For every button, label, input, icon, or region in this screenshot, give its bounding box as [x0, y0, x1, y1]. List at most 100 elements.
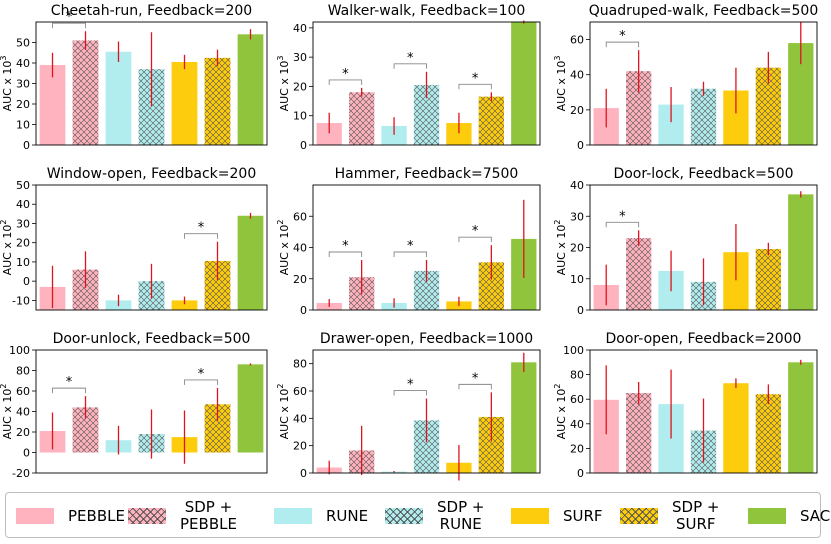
chart-title: Drawer-open, Feedback=1000: [320, 331, 533, 347]
significance-star: *: [472, 71, 479, 86]
bar: [237, 34, 264, 145]
figure-panels: Cheetah-run, Feedback=200 AUC x 103 0 10 20 3…: [0, 3, 818, 481]
legend-label: RUNE: [326, 506, 369, 525]
legend-swatch: [748, 508, 786, 524]
bar: [237, 215, 264, 310]
plot-frame: [35, 21, 268, 146]
significance-star: *: [407, 239, 414, 254]
legend-swatch: [16, 508, 54, 524]
legend-label: PEBBLE: [68, 506, 125, 525]
y-axis-label: AUC x 103: [276, 56, 291, 112]
y-tick-label: 100: [9, 344, 30, 357]
y-tick-label: 60: [293, 385, 307, 398]
legend-item: SURF: [511, 493, 603, 539]
chart-panel: Quadruped-walk, Feedback=500 AUC x 103 0 20…: [553, 3, 818, 152]
legend-item: SDP + RUNE: [385, 493, 484, 539]
y-tick-label: 0: [577, 304, 584, 317]
plot-frame: [312, 21, 541, 146]
significance-bracket: [52, 22, 86, 29]
y-tick-label: 20: [570, 104, 584, 117]
y-tick-label: 30: [570, 210, 584, 223]
plot-frame: [312, 184, 541, 311]
y-tick-label: 40: [570, 179, 584, 192]
bar-hatch: [625, 393, 652, 473]
y-tick-label: 20: [16, 98, 30, 111]
significance-bracket: [458, 383, 492, 390]
significance-star: *: [342, 67, 349, 82]
y-tick-label: 20: [16, 237, 30, 250]
bar-hatch: [755, 394, 782, 473]
bar: [105, 51, 132, 145]
significance-star: *: [198, 367, 205, 382]
y-tick-label: 20: [16, 426, 30, 439]
y-tick-label: 40: [570, 69, 584, 82]
plot-frame: [589, 21, 818, 146]
plot-frame: [35, 349, 268, 474]
bar-hatch: [204, 57, 231, 145]
y-axis-label: AUC x 102: [553, 384, 568, 440]
bar-hatch: [348, 92, 375, 145]
y-tick-label: 60: [570, 393, 584, 406]
y-tick-label: -10: [12, 294, 30, 307]
bar-hatch: [72, 40, 99, 146]
y-tick-label: 80: [293, 358, 307, 371]
bar: [788, 194, 814, 310]
bar: [381, 125, 407, 145]
significance-star: *: [66, 10, 73, 25]
chart-title: Walker-walk, Feedback=100: [328, 3, 526, 19]
bar: [39, 65, 66, 145]
legend-label: SURF: [563, 506, 603, 525]
chart-panel: Drawer-open, Feedback=1000 AUC x 102 0 20 40…: [276, 331, 541, 481]
legend-label: SDP + SURF: [672, 498, 720, 533]
chart-title: Door-unlock, Feedback=500: [53, 331, 251, 347]
significance-bracket: [184, 379, 218, 385]
significance-bracket: [393, 251, 427, 257]
chart-title: Door-open, Feedback=2000: [606, 331, 802, 347]
significance-bracket: [605, 41, 640, 48]
legend-label: SDP + PEBBLE: [180, 498, 237, 533]
legend-swatch: [620, 508, 658, 524]
y-tick-label: 40: [570, 418, 584, 431]
legend-swatch: [385, 508, 423, 524]
plot-frame: [589, 349, 818, 474]
significance-bracket: [328, 251, 363, 257]
y-axis-label: AUC x 102: [276, 384, 291, 440]
significance-star: *: [472, 371, 479, 386]
y-tick-label: 80: [16, 365, 30, 378]
y-tick-label: 0: [300, 304, 307, 317]
significance-star: *: [407, 51, 414, 66]
y-tick-label: 50: [16, 179, 30, 192]
significance-bracket: [458, 236, 492, 243]
significance-bracket: [328, 79, 363, 85]
y-tick-label: 80: [570, 369, 584, 382]
y-tick-label: 10: [293, 110, 307, 123]
significance-star: *: [472, 224, 479, 239]
legend-label: SAC: [800, 506, 831, 525]
bar-hatch: [625, 238, 652, 310]
y-axis-label: AUC x 102: [276, 220, 291, 276]
bar: [171, 300, 198, 310]
bar-hatch: [478, 96, 505, 145]
y-tick-label: 30: [293, 51, 307, 64]
legend-item: SDP + PEBBLE: [128, 493, 237, 539]
y-tick-label: 20: [570, 442, 584, 455]
y-tick-label: -20: [12, 467, 30, 480]
significance-star: *: [342, 239, 349, 254]
y-tick-label: 30: [16, 217, 30, 230]
significance-bracket: [458, 83, 492, 90]
y-tick-label: 0: [23, 447, 30, 460]
plot-frame: [589, 184, 818, 311]
plot-frame: [35, 184, 268, 311]
chart-title: Window-open, Feedback=200: [47, 166, 256, 182]
significance-star: *: [619, 29, 626, 44]
bar-hatch: [690, 88, 717, 145]
legend-item: SDP + SURF: [620, 493, 719, 539]
significance-star: *: [407, 378, 414, 393]
y-tick-label: 0: [23, 139, 30, 152]
y-axis-label: AUC x 103: [553, 56, 568, 112]
chart-panel: Walker-walk, Feedback=100 AUC x 103 0 10 20 3…: [276, 3, 541, 152]
bar: [511, 362, 537, 473]
legend-swatch: [274, 508, 312, 524]
chart-title: Cheetah-run, Feedback=200: [51, 3, 252, 19]
y-tick-label: 40: [293, 22, 307, 35]
